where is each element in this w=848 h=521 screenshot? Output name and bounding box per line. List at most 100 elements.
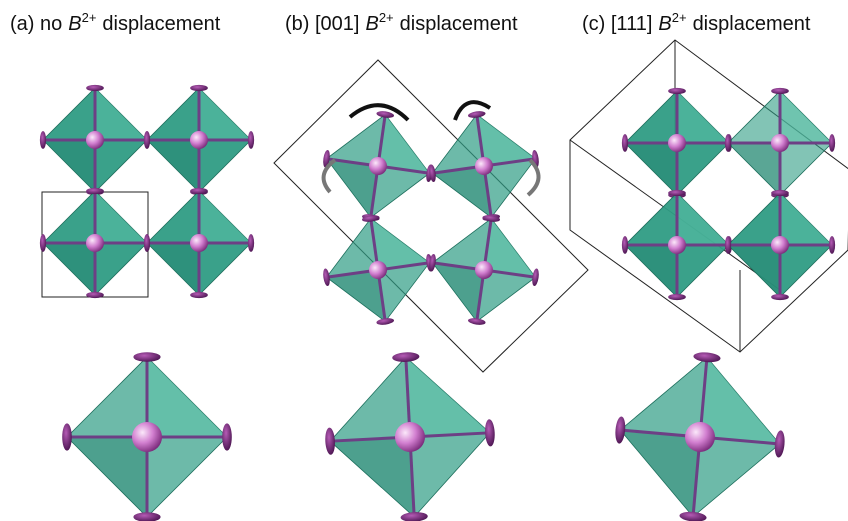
oxygen-atom: [621, 236, 629, 254]
oxygen-atom: [532, 268, 539, 287]
oxygen-atom: [724, 134, 732, 152]
octahedron-face: [780, 193, 832, 245]
octahedron-face: [728, 245, 780, 297]
octahedron: [621, 189, 733, 301]
unit-cells: [41, 39, 848, 373]
bond: [483, 157, 536, 168]
arrow: [453, 100, 492, 121]
oxygen-atom: [247, 131, 255, 149]
octahedron-face: [147, 357, 227, 437]
cation-atom: [771, 236, 789, 254]
octahedron-face: [625, 245, 677, 297]
oxygen-atom: [323, 149, 330, 168]
oxygen-atom: [86, 291, 104, 299]
oxygen-atom: [668, 189, 686, 197]
oxygen-atom: [190, 84, 208, 92]
cation-atom: [668, 134, 686, 152]
oxygen-atom: [482, 215, 501, 222]
cation-charge: 2+: [379, 10, 394, 25]
octahedron-face: [326, 270, 386, 322]
octahedron-face: [95, 88, 147, 140]
panel-suffix: displacement: [400, 13, 518, 35]
octahedra: [39, 84, 836, 521]
panel-title: (a) no B2+ displacement: [10, 10, 221, 35]
cation-atom: [395, 422, 425, 452]
octahedron-face: [95, 191, 147, 243]
cation-atom: [86, 234, 104, 252]
cation-atom: [190, 131, 208, 149]
oxygen-atom: [771, 293, 789, 301]
oxygen-atom: [679, 511, 707, 521]
panel-titles: (a) no B2+ displacement (b) [001] B2+ displac…: [10, 10, 811, 35]
oxygen-atom: [774, 430, 785, 458]
cation-atom: [475, 261, 493, 279]
oxygen-atom: [143, 131, 151, 149]
octahedron-face: [432, 262, 484, 322]
octahedron-face: [432, 166, 492, 218]
oxygen-atom: [828, 134, 836, 152]
octahedron: [143, 84, 255, 196]
oxygen-atom: [668, 87, 686, 95]
arrow: [526, 158, 541, 197]
octahedron-face: [378, 114, 430, 174]
oxygen-atom: [615, 416, 626, 444]
octahedron-face: [677, 193, 729, 245]
oxygen-atom: [724, 236, 732, 254]
cation-atom: [685, 422, 715, 452]
arrow: [348, 103, 410, 122]
octahedron-face: [67, 437, 147, 517]
octahedron: [143, 187, 255, 299]
octahedron: [39, 187, 151, 299]
octahedron: [323, 111, 433, 221]
octahedron: [429, 215, 539, 325]
octahedron-face: [620, 430, 700, 517]
octahedron-face: [700, 357, 780, 444]
oxygen-atom: [323, 268, 330, 287]
oxygen-atom: [190, 291, 208, 299]
oxygen-atom: [485, 419, 495, 447]
cation-atom: [190, 234, 208, 252]
octahedron-face: [43, 243, 95, 295]
octahedron-face: [405, 357, 490, 437]
octahedron-face: [199, 191, 251, 243]
rotation-arrows: [321, 100, 541, 197]
panel-suffix: displacement: [693, 13, 811, 35]
oxygen-atom: [771, 189, 789, 197]
oxygen-atom: [392, 352, 420, 362]
oxygen-atom: [247, 234, 255, 252]
arrow: [321, 158, 337, 194]
oxygen-atom: [668, 293, 686, 301]
cation-atom: [668, 236, 686, 254]
octahedron: [621, 87, 733, 199]
panel-title: (c) [111] B2+ displacement: [582, 10, 811, 35]
octahedron: [62, 352, 232, 521]
octahedron-face: [43, 140, 95, 192]
oxygen-atom: [86, 84, 104, 92]
octahedron: [325, 352, 495, 521]
octahedron: [724, 87, 836, 199]
panel-label: (a) no: [10, 13, 62, 35]
oxygen-atom: [376, 318, 395, 325]
octahedron-face: [370, 218, 430, 270]
octahedron-face: [780, 91, 832, 143]
oxygen-atom: [133, 512, 161, 521]
cation-atom: [369, 157, 387, 175]
octahedron-face: [677, 91, 729, 143]
oxygen-atom: [222, 423, 232, 451]
oxygen-atom: [62, 423, 72, 451]
octahedron-face: [326, 158, 378, 218]
oxygen-atom: [828, 236, 836, 254]
octahedron-face: [476, 114, 536, 166]
unit-cell: [569, 39, 848, 353]
cation-symbol: B: [658, 13, 671, 35]
oxygen-atom: [361, 215, 380, 222]
panel-suffix: displacement: [102, 13, 220, 35]
oxygen-atom: [376, 111, 395, 118]
octahedron-face: [147, 140, 199, 192]
octahedron-face: [625, 143, 677, 195]
cation-atom: [86, 131, 104, 149]
octahedron: [429, 111, 539, 221]
oxygen-atom: [400, 512, 428, 521]
cation-symbol: B: [68, 13, 81, 35]
